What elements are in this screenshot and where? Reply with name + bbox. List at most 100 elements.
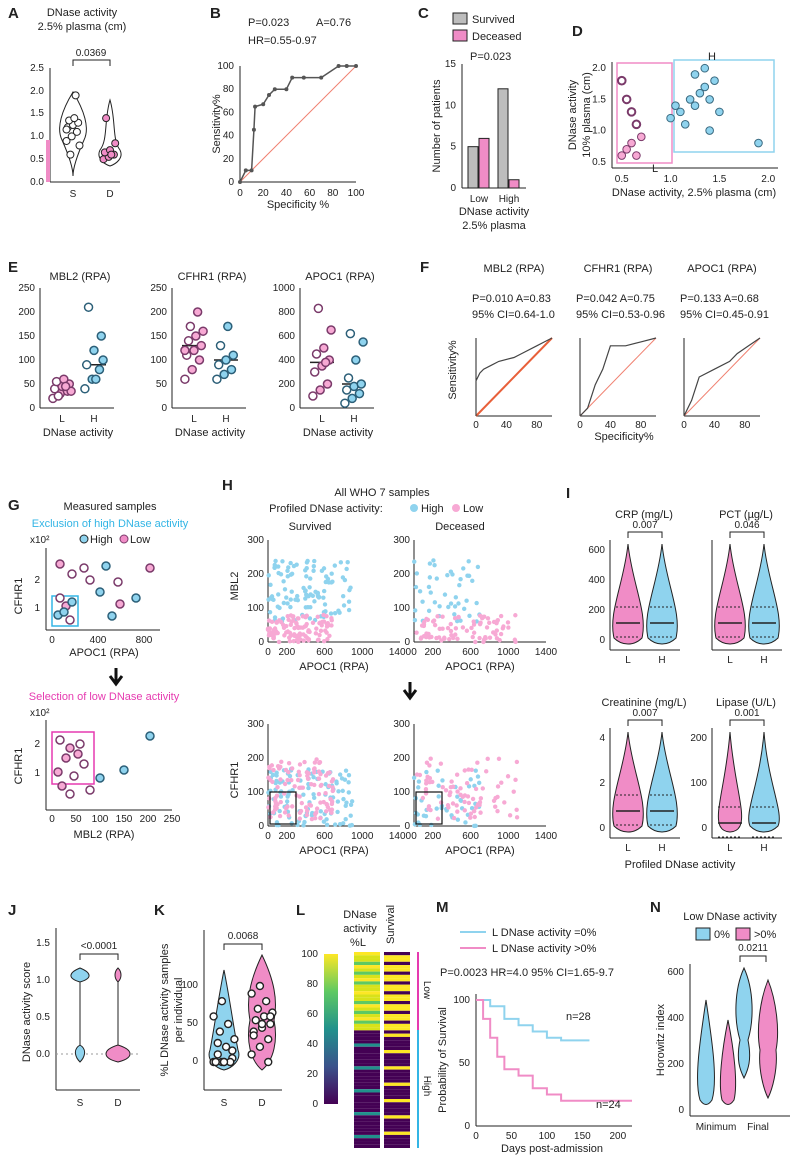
data-point [266,1019,275,1029]
point-low [494,628,500,633]
data-point-h [695,88,705,98]
point-low [288,622,293,628]
data-point [80,384,90,394]
data-point [358,337,368,347]
heatmap-cell [354,1027,380,1031]
tick-label: 0 [473,420,479,431]
tick-label: 600 [462,831,479,842]
tick-label: 200 [150,307,167,318]
panel-d-box-h-label: H [708,51,716,63]
axis-label: APOC1 (RPA) [299,661,368,673]
point-low [456,614,461,620]
point-low [506,625,511,630]
tick-label: 50 [156,379,168,390]
violin [714,543,746,645]
point-low [271,635,276,641]
point-low [285,629,291,634]
point-high [434,576,439,581]
point-low [481,639,486,645]
tick-label: 1400 [389,647,412,658]
data-point [213,1038,222,1048]
point-low [318,783,323,788]
point-high [436,794,441,799]
point-high [411,775,417,780]
tick-label: 80 [635,420,647,431]
data-point [192,307,203,317]
data-point [73,749,83,759]
point-low [295,777,301,783]
point-high [308,576,313,581]
point-low [286,760,292,766]
tick: 1.0 [36,975,50,986]
survival-cell [384,981,410,985]
roc-point [301,75,306,80]
heatmap-cell [354,1010,380,1015]
point-low [498,613,504,619]
point-high [332,611,338,616]
point-low [455,789,460,794]
point-high [346,607,352,613]
point-high [305,604,311,610]
tick-label: 150 [574,1131,591,1142]
data-point-h [680,120,690,129]
heatmap-cell [354,1085,380,1090]
heatmap-cell [354,1099,380,1103]
point-high [336,789,341,794]
data-point [60,381,71,392]
tick-label: L [625,655,631,666]
panel-b-reference-line [239,65,357,183]
panel-c-legend: Survived [472,14,515,26]
heatmap-cell [354,1128,380,1132]
point-low [480,786,485,791]
point-high [301,792,306,797]
tick-label: 400 [588,575,605,586]
point-low [325,621,330,626]
point-high [457,582,462,588]
panel-m-stats: P=0.0023 HR=4.0 95% CI=1.65-9.7 [440,967,614,979]
point-low [426,631,431,637]
tick-label: 0 [265,831,271,842]
data-point [79,563,89,573]
point-high [420,599,425,604]
tick-label: 600 [316,647,333,658]
tick-label: 50 [459,1058,471,1069]
sig-bracket [729,719,765,726]
point-low [281,625,287,631]
data-point [53,391,64,401]
point-low [425,774,430,780]
panel-k-ylabel: per individual [173,978,185,1043]
point-low [323,791,328,796]
tick-label: 200 [393,569,410,580]
point-low [478,796,484,801]
panel-label-m: M [436,899,449,916]
point-low [462,808,467,813]
survival-cell [384,1040,410,1044]
point-low [513,777,518,783]
heatmap-cell [354,1030,380,1034]
point-high [285,568,290,573]
point-low [435,614,440,619]
data-point-l [626,107,637,117]
data-point [189,345,199,356]
data-point [145,731,155,741]
legend-marker-low [452,504,460,512]
point-high [277,605,282,611]
point-high [335,809,340,815]
point-low [324,801,329,807]
point-low [305,776,311,781]
point-high [416,779,422,784]
tick-label: 0 [228,177,234,188]
point-high [307,585,312,590]
panel-j-pvalue: <0.0001 [81,941,118,952]
legend-swatch-deceased [452,29,468,42]
pvalue: 0.001 [734,708,759,719]
data-point [67,132,76,141]
panel-b-xlabel: Specificity % [267,199,330,211]
point-high [346,790,351,795]
heatmap [354,952,410,1148]
tick: High [499,194,520,205]
selection-box [269,791,297,825]
point-low [418,636,424,641]
survival-cell [384,1144,410,1148]
tick-label: 0 [237,188,243,199]
